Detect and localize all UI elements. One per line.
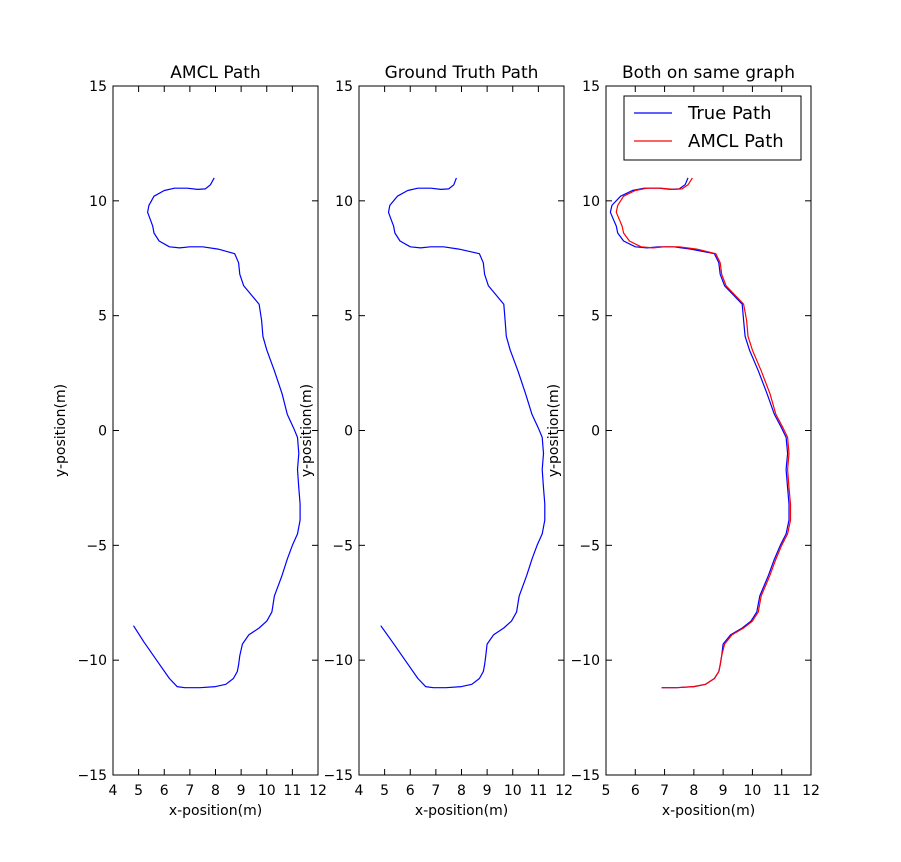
x-tick-label: 11 (529, 783, 547, 799)
y-tick-label: 10 (335, 194, 353, 210)
y-tick-label: 10 (89, 194, 107, 210)
x-tick-label: 10 (258, 783, 276, 799)
x-axis-label: x-position(m) (169, 803, 262, 819)
series-line-1 (132, 177, 301, 689)
y-axis-label: y-position(m) (546, 384, 562, 477)
y-tick-label: 5 (591, 309, 600, 325)
x-tick-label: 12 (802, 783, 820, 799)
x-tick-label: 8 (689, 783, 698, 799)
legend-label-1: True Path (687, 103, 772, 124)
legend-label-2: AMCL Path (688, 131, 784, 152)
x-tick-label: 7 (660, 783, 669, 799)
x-tick-label: 6 (406, 783, 415, 799)
y-tick-label: −5 (332, 538, 353, 554)
x-tick-label: 7 (431, 783, 440, 799)
y-tick-label: 0 (591, 424, 600, 440)
legend-box (623, 95, 802, 161)
x-axis-label: x-position(m) (662, 803, 755, 819)
y-tick-label: 10 (582, 194, 600, 210)
series-line-1 (609, 177, 790, 689)
y-axis-label: y-position(m) (299, 384, 315, 477)
x-tick-label: 7 (185, 783, 194, 799)
x-tick-label: 6 (631, 783, 640, 799)
x-tick-label: 8 (211, 783, 220, 799)
series-line-1 (380, 177, 546, 689)
x-tick-label: 11 (773, 783, 791, 799)
series-line-2 (615, 177, 792, 689)
y-tick-label: 5 (98, 309, 107, 325)
y-tick-label: 15 (335, 79, 353, 95)
y-tick-label: −5 (86, 538, 107, 554)
y-tick-label: −15 (570, 768, 600, 784)
x-tick-label: 4 (109, 783, 118, 799)
y-tick-label: 15 (89, 79, 107, 95)
y-tick-label: 0 (344, 424, 353, 440)
x-tick-label: 10 (744, 783, 762, 799)
x-tick-label: 4 (355, 783, 364, 799)
plot-title: Ground Truth Path (385, 63, 539, 83)
x-axis-label: x-position(m) (415, 803, 508, 819)
legend: True Path AMCL Path (623, 95, 802, 161)
y-tick-label: −10 (570, 653, 600, 669)
x-tick-label: 12 (309, 783, 327, 799)
y-tick-label: −10 (323, 653, 353, 669)
y-tick-label: 0 (98, 424, 107, 440)
x-tick-label: 9 (237, 783, 246, 799)
plot-frame (112, 85, 319, 776)
y-tick-label: −5 (579, 538, 600, 554)
x-tick-label: 11 (283, 783, 301, 799)
y-tick-label: −15 (77, 768, 107, 784)
plot-frame (358, 85, 565, 776)
x-tick-label: 9 (483, 783, 492, 799)
x-tick-label: 10 (504, 783, 522, 799)
x-tick-label: 6 (160, 783, 169, 799)
x-tick-label: 5 (602, 783, 611, 799)
x-tick-label: 12 (555, 783, 573, 799)
x-tick-label: 5 (134, 783, 143, 799)
plot-title: Both on same graph (622, 63, 795, 83)
y-tick-label: −15 (323, 768, 353, 784)
x-tick-label: 9 (719, 783, 728, 799)
x-tick-label: 8 (457, 783, 466, 799)
plot-title: AMCL Path (170, 63, 260, 83)
y-tick-label: −10 (77, 653, 107, 669)
x-tick-label: 5 (380, 783, 389, 799)
y-tick-label: 15 (582, 79, 600, 95)
y-axis-label: y-position(m) (53, 384, 69, 477)
y-tick-label: 5 (344, 309, 353, 325)
